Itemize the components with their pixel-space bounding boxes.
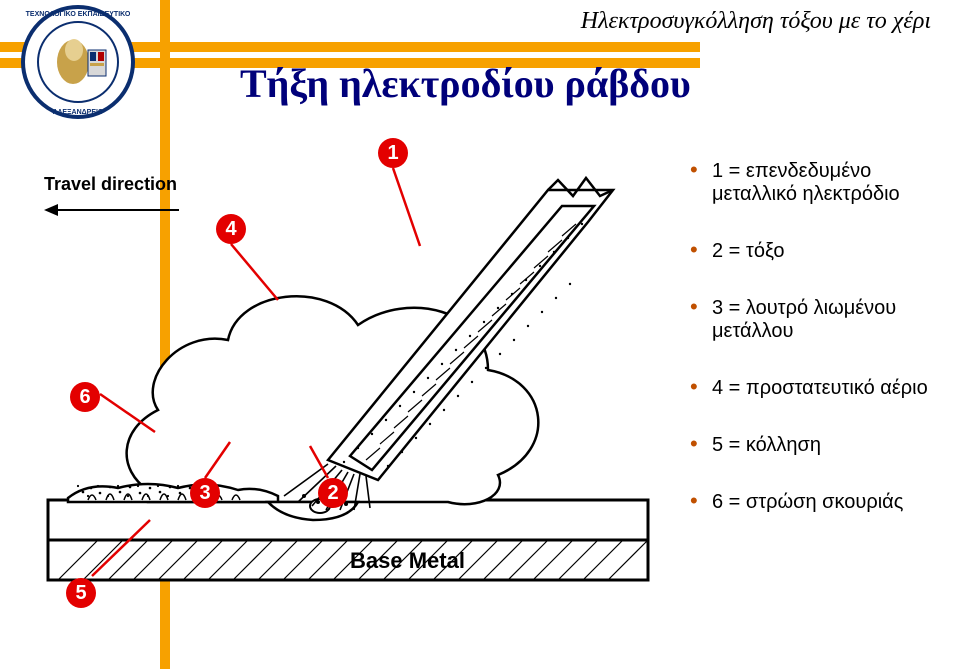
marker-3: 3 [190, 478, 220, 508]
base-metal-label: Base Metal [350, 548, 465, 574]
legend-item-4: 4 = προστατευτικό αέριο [690, 377, 940, 400]
legend-item-3: 3 = λουτρό λιωμένου μετάλλου [690, 297, 940, 343]
marker-2: 2 [318, 478, 348, 508]
legend-item-1: 1 = επενδεδυμένο μεταλλικό ηλεκτρόδιο [690, 160, 940, 206]
svg-text:ΤΕΧΝΟΛΟΓΙΚΟ ΕΚΠΑΙΔΕΥΤΙΚΟ: ΤΕΧΝΟΛΟΓΙΚΟ ΕΚΠΑΙΔΕΥΤΙΚΟ [26, 11, 131, 18]
header-subtitle: Ηλεκτροσυγκόλληση τόξου με το χέρι [581, 8, 931, 35]
legend: 1 = επενδεδυμένο μεταλλικό ηλεκτρόδιο 2 … [690, 160, 940, 548]
slide-page: ΤΕΧΝΟΛΟΓΙΚΟ ΕΚΠΑΙΔΕΥΤΙΚΟ ΑΛΕΞΑΝΔΡΕΙΟ Ηλε… [0, 0, 959, 669]
legend-item-6: 6 = στρώση σκουριάς [690, 491, 940, 514]
marker-4: 4 [216, 214, 246, 244]
legend-item-5: 5 = κόλληση [690, 434, 940, 457]
svg-text:ΑΛΕΞΑΝΔΡΕΙΟ: ΑΛΕΞΑΝΔΡΕΙΟ [53, 109, 104, 116]
welding-diagram [28, 130, 668, 630]
marker-6: 6 [70, 382, 100, 412]
legend-item-2: 2 = τόξο [690, 240, 940, 263]
slide-title: Τήξη ηλεκτροδίου ράβδου [240, 60, 691, 107]
marker-5: 5 [66, 578, 96, 608]
marker-1: 1 [378, 138, 408, 168]
institution-logo: ΤΕΧΝΟΛΟΓΙΚΟ ΕΚΠΑΙΔΕΥΤΙΚΟ ΑΛΕΞΑΝΔΡΕΙΟ [18, 2, 138, 122]
